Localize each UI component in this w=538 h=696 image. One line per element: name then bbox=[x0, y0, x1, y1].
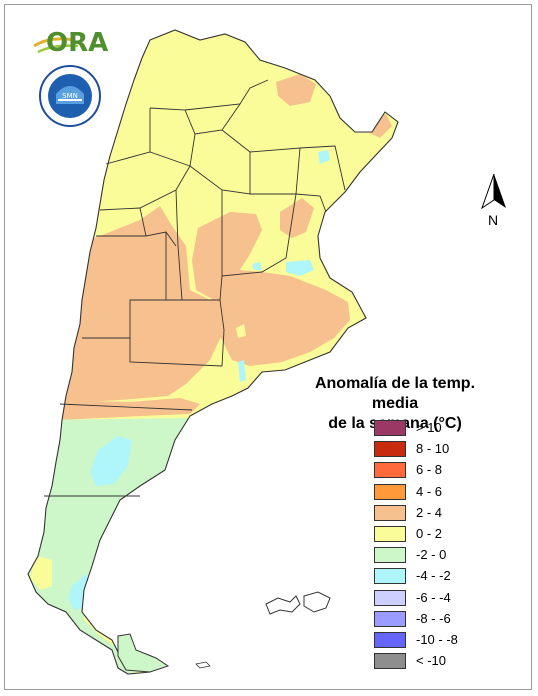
warm-zone-northeast-1 bbox=[276, 74, 316, 106]
legend-item: 0 - 2 bbox=[374, 524, 494, 545]
legend-swatch bbox=[374, 589, 406, 606]
legend-item: < -10 bbox=[374, 651, 494, 672]
legend-label: < -10 bbox=[416, 653, 446, 669]
cold-spot-northwest bbox=[252, 262, 262, 270]
cold-spot-entrerios bbox=[286, 260, 314, 276]
legend-swatch bbox=[374, 610, 406, 627]
legend-swatch bbox=[374, 504, 406, 521]
legend-label: -10 - -8 bbox=[416, 631, 458, 647]
islas-malvinas bbox=[265, 591, 331, 615]
legend-item: -8 - -6 bbox=[374, 609, 494, 630]
legend-label: 6 - 8 bbox=[416, 462, 443, 478]
legend-item: 4 - 6 bbox=[374, 482, 494, 503]
cold-spot-pampa-east bbox=[238, 360, 246, 382]
smn-seal: SMN bbox=[38, 64, 102, 128]
legend-swatch bbox=[374, 547, 406, 564]
legend-item: 6 - 8 bbox=[374, 460, 494, 481]
legend-label: 0 - 2 bbox=[416, 525, 443, 541]
warm-zone-west bbox=[58, 206, 224, 402]
north-arrow: N bbox=[478, 170, 518, 230]
warm-spot-buenosaires-coast bbox=[236, 324, 246, 338]
ora-logo-text: ORA bbox=[46, 28, 109, 58]
legend-label: > 10 bbox=[416, 420, 442, 435]
legend-item: 8 - 10 bbox=[374, 439, 494, 460]
isla-de-los-estados bbox=[195, 661, 211, 669]
legend-swatch bbox=[374, 483, 406, 500]
legend-swatch bbox=[374, 525, 406, 542]
legend-swatch bbox=[374, 568, 406, 585]
legend-item: 2 - 4 bbox=[374, 503, 494, 524]
smn-seal-icon: SMN bbox=[39, 65, 101, 127]
legend-label: -6 - -4 bbox=[416, 589, 451, 605]
warm-zone-rionegro bbox=[60, 398, 200, 420]
legend-item: -10 - -8 bbox=[374, 630, 494, 651]
ora-logo: ORA bbox=[30, 26, 110, 62]
legend-item: -6 - -4 bbox=[374, 588, 494, 609]
legend-title: Anomalía de la temp. media de la semana … bbox=[290, 374, 500, 434]
north-arrow-icon bbox=[481, 173, 506, 210]
warm-zone-cordoba-east bbox=[280, 198, 314, 238]
province-borders bbox=[44, 79, 346, 497]
legend-label: 8 - 10 bbox=[416, 441, 450, 457]
legend-label: -4 - -2 bbox=[416, 568, 451, 584]
legend-swatch bbox=[374, 420, 406, 436]
legend-item: -4 - -2 bbox=[374, 566, 494, 587]
north-label: N bbox=[488, 212, 499, 228]
legend-title-line-1: Anomalía de la temp. media bbox=[314, 375, 476, 412]
legend-swatch bbox=[374, 441, 406, 458]
legend-swatch bbox=[374, 631, 406, 648]
seal-center-text: SMN bbox=[62, 92, 78, 100]
legend: > 10 8 - 10 6 - 8 4 - 6 2 - 4 0 - 2 -2 - 0 -4 -… bbox=[374, 418, 494, 672]
legend-label: 4 - 6 bbox=[416, 483, 443, 499]
tierra-del-fuego bbox=[117, 633, 170, 673]
warm-zone-center bbox=[192, 212, 350, 366]
legend-label: 2 - 4 bbox=[416, 504, 443, 520]
legend-swatch bbox=[374, 653, 406, 670]
cold-spot-chubut bbox=[90, 436, 132, 486]
legend-item: > 10 bbox=[374, 418, 494, 439]
cold-spot-corrientes bbox=[318, 150, 330, 164]
ora-swoosh-icon bbox=[33, 37, 79, 54]
legend-label: -2 - 0 bbox=[416, 547, 447, 563]
legend-swatch bbox=[374, 462, 406, 479]
legend-label: -8 - -6 bbox=[416, 610, 451, 626]
legend-item: -2 - 0 bbox=[374, 545, 494, 566]
warm-strip-chubut-coast bbox=[30, 556, 52, 590]
